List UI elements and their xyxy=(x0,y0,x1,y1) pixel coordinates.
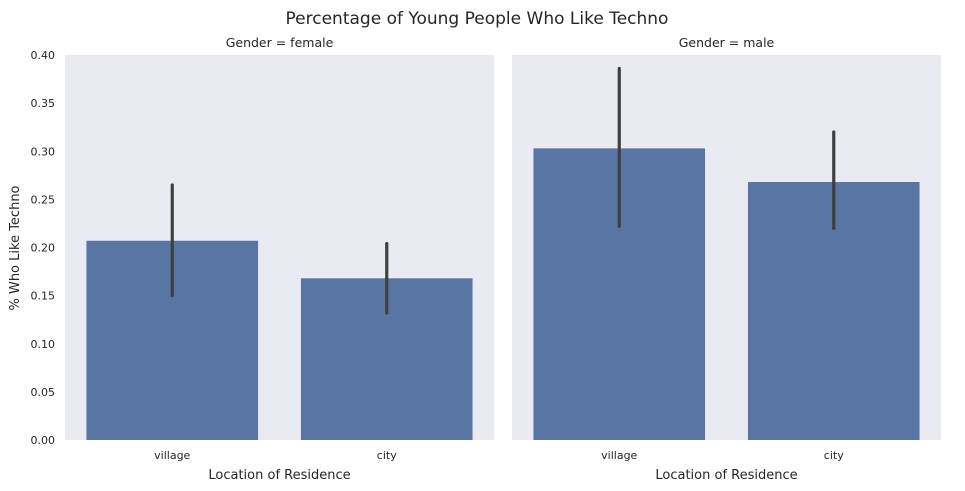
facet-panel-1: Gender = female village city Location of Re… xyxy=(31,35,494,483)
y-tick-label: 0.15 xyxy=(31,290,56,303)
x-tick-label: city xyxy=(377,449,397,462)
y-tick-label: 0.25 xyxy=(31,193,56,206)
x-axis-label: Location of Residence xyxy=(208,468,350,483)
facet-title: Gender = male xyxy=(679,35,775,50)
facet-title: Gender = female xyxy=(226,35,334,50)
facet-panels: Gender = female village city Location of Re… xyxy=(31,35,941,483)
y-tick-label: 0.00 xyxy=(31,434,56,447)
chart-title: Percentage of Young People Who Like Tech… xyxy=(286,9,669,29)
y-tick-label: 0.30 xyxy=(31,145,56,158)
y-axis-label: % Who Like Techno xyxy=(8,185,23,310)
y-tick-label: 0.10 xyxy=(31,338,56,351)
y-tick-label: 0.40 xyxy=(31,49,56,62)
facet-panel-2: Gender = male village city Location of Resi… xyxy=(512,35,941,483)
x-tick-label: city xyxy=(824,449,844,462)
y-tick-label: 0.35 xyxy=(31,97,56,110)
x-tick-label: village xyxy=(154,449,190,462)
y-tick-label: 0.05 xyxy=(31,386,56,399)
x-axis-label: Location of Residence xyxy=(655,468,797,483)
x-tick-label: village xyxy=(601,449,637,462)
y-tick-label: 0.20 xyxy=(31,242,56,255)
